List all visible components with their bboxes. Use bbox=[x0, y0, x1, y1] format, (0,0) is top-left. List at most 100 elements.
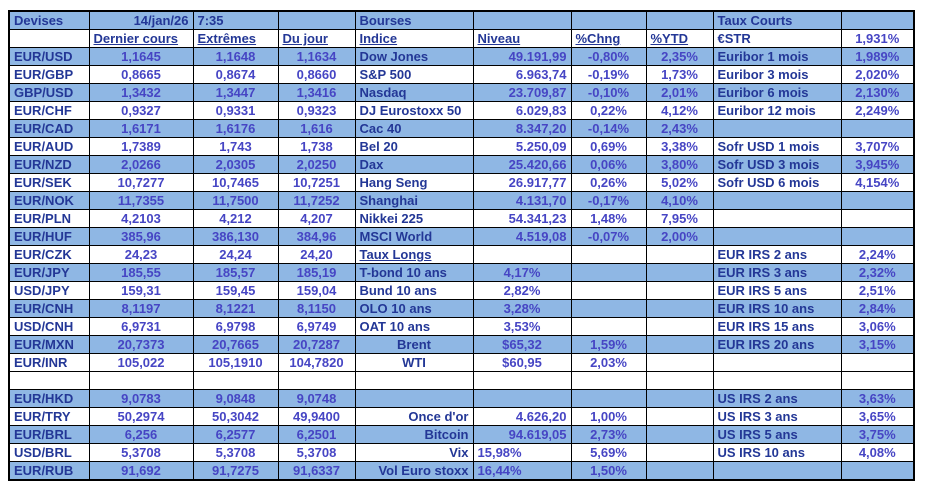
value-cell[interactable]: 11,7500 bbox=[192, 191, 279, 210]
cell-us-irs-10-ans[interactable]: US IRS 10 ans bbox=[712, 443, 842, 462]
cell-wti[interactable]: WTI bbox=[354, 353, 474, 372]
cell-eur-irs-20-ans[interactable]: EUR IRS 20 ans bbox=[712, 335, 842, 354]
value-cell[interactable]: 0,26% bbox=[570, 173, 647, 192]
value-cell[interactable]: 105,1910 bbox=[192, 353, 279, 372]
value-cell[interactable]: 3,15% bbox=[840, 335, 915, 354]
cell-dj-eurostoxx-50[interactable]: DJ Eurostoxx 50 bbox=[354, 101, 474, 120]
value-cell[interactable]: 159,45 bbox=[192, 281, 279, 300]
value-cell[interactable]: 1,6171 bbox=[88, 119, 194, 138]
cell-usd-brl[interactable]: USD/BRL bbox=[8, 443, 90, 462]
cell-extr-mes[interactable]: Extrêmes bbox=[192, 29, 279, 48]
cell-eur-nok[interactable]: EUR/NOK bbox=[8, 191, 90, 210]
cell-eur-chf[interactable]: EUR/CHF bbox=[8, 101, 90, 120]
cell-chng[interactable]: %Chng bbox=[570, 29, 647, 48]
value-cell[interactable]: 3,945% bbox=[840, 155, 915, 174]
value-cell[interactable]: 20,7287 bbox=[277, 335, 356, 354]
value-cell[interactable]: 11,7252 bbox=[277, 191, 356, 210]
value-cell[interactable]: 2,73% bbox=[570, 425, 647, 444]
value-cell[interactable]: 1,3447 bbox=[192, 83, 279, 102]
value-cell[interactable]: 4,12% bbox=[645, 101, 714, 120]
value-cell[interactable]: 8,1221 bbox=[192, 299, 279, 318]
cell-taux-courts[interactable]: Taux Courts bbox=[712, 10, 842, 30]
value-cell[interactable]: 1,6176 bbox=[192, 119, 279, 138]
value-cell[interactable]: 49,9400 bbox=[277, 407, 356, 426]
cell-vol-euro-stoxx[interactable]: Vol Euro stoxx bbox=[354, 461, 474, 481]
cell-eur-irs-2-ans[interactable]: EUR IRS 2 ans bbox=[712, 245, 842, 264]
value-cell[interactable]: 0,9331 bbox=[192, 101, 279, 120]
value-cell[interactable]: 6.963,74 bbox=[472, 65, 572, 84]
value-cell[interactable]: 15,98% bbox=[472, 443, 572, 462]
value-cell[interactable]: 5,3708 bbox=[88, 443, 194, 462]
value-cell[interactable]: 1,73% bbox=[645, 65, 714, 84]
value-cell[interactable]: 6,256 bbox=[88, 425, 194, 444]
value-cell[interactable]: 4,207 bbox=[277, 209, 356, 228]
value-cell[interactable]: 2,35% bbox=[645, 47, 714, 66]
cell-usd-cnh[interactable]: USD/CNH bbox=[8, 317, 90, 336]
cell-msci-world[interactable]: MSCI World bbox=[354, 227, 474, 246]
cell-str[interactable]: €STR bbox=[712, 29, 842, 48]
value-cell[interactable]: 6,9749 bbox=[277, 317, 356, 336]
cell-us-irs-5-ans[interactable]: US IRS 5 ans bbox=[712, 425, 842, 444]
value-cell[interactable]: 10,7277 bbox=[88, 173, 194, 192]
cell-du-jour[interactable]: Du jour bbox=[277, 29, 356, 48]
cell-cac-40[interactable]: Cac 40 bbox=[354, 119, 474, 138]
cell-eur-usd[interactable]: EUR/USD bbox=[8, 47, 90, 66]
value-cell[interactable]: 4,17% bbox=[472, 263, 572, 282]
value-cell[interactable]: 94.619,05 bbox=[472, 425, 572, 444]
value-cell[interactable]: 2,84% bbox=[840, 299, 915, 318]
value-cell[interactable]: 159,31 bbox=[88, 281, 194, 300]
value-cell[interactable]: 91,692 bbox=[88, 461, 194, 481]
value-cell[interactable]: 23.709,87 bbox=[472, 83, 572, 102]
value-cell[interactable]: 0,8660 bbox=[277, 65, 356, 84]
value-cell[interactable]: 2,249% bbox=[840, 101, 915, 120]
value-cell[interactable]: 24,20 bbox=[277, 245, 356, 264]
value-cell[interactable]: 1,931% bbox=[840, 29, 915, 48]
cell-eur-irs-5-ans[interactable]: EUR IRS 5 ans bbox=[712, 281, 842, 300]
value-cell[interactable]: 5,3708 bbox=[277, 443, 356, 462]
value-cell[interactable]: 1,989% bbox=[840, 47, 915, 66]
value-cell[interactable]: 0,8665 bbox=[88, 65, 194, 84]
value-cell[interactable]: -0,17% bbox=[570, 191, 647, 210]
cell-eur-aud[interactable]: EUR/AUD bbox=[8, 137, 90, 156]
value-cell[interactable]: 4,08% bbox=[840, 443, 915, 462]
cell-eur-rub[interactable]: EUR/RUB bbox=[8, 461, 90, 481]
value-cell[interactable]: 105,022 bbox=[88, 353, 194, 372]
value-cell[interactable]: 2,51% bbox=[840, 281, 915, 300]
value-cell[interactable]: 104,7820 bbox=[277, 353, 356, 372]
value-cell[interactable]: 9,0748 bbox=[277, 389, 356, 408]
cell-euribor-3-mois[interactable]: Euribor 3 mois bbox=[712, 65, 842, 84]
cell-bitcoin[interactable]: Bitcoin bbox=[354, 425, 474, 444]
cell-eur-huf[interactable]: EUR/HUF bbox=[8, 227, 90, 246]
value-cell[interactable]: 26.917,77 bbox=[472, 173, 572, 192]
cell-shanghai[interactable]: Shanghai bbox=[354, 191, 474, 210]
value-cell[interactable]: 25.420,66 bbox=[472, 155, 572, 174]
value-cell[interactable]: 1,743 bbox=[192, 137, 279, 156]
cell-eur-cnh[interactable]: EUR/CNH bbox=[8, 299, 90, 318]
cell-dax[interactable]: Dax bbox=[354, 155, 474, 174]
value-cell[interactable]: 10,7465 bbox=[192, 173, 279, 192]
cell-eur-cad[interactable]: EUR/CAD bbox=[8, 119, 90, 138]
cell-hang-seng[interactable]: Hang Seng bbox=[354, 173, 474, 192]
cell-14-jan-26[interactable]: 14/jan/26 bbox=[88, 10, 194, 30]
cell-oat-10-ans[interactable]: OAT 10 ans bbox=[354, 317, 474, 336]
value-cell[interactable]: 0,9323 bbox=[277, 101, 356, 120]
value-cell[interactable]: 6,2577 bbox=[192, 425, 279, 444]
value-cell[interactable]: 1,00% bbox=[570, 407, 647, 426]
value-cell[interactable]: 159,04 bbox=[277, 281, 356, 300]
value-cell[interactable]: $65,32 bbox=[472, 335, 572, 354]
value-cell[interactable]: 91,6337 bbox=[277, 461, 356, 481]
value-cell[interactable]: 1,48% bbox=[570, 209, 647, 228]
value-cell[interactable]: 3,80% bbox=[645, 155, 714, 174]
value-cell[interactable]: 8,1150 bbox=[277, 299, 356, 318]
value-cell[interactable]: 10,7251 bbox=[277, 173, 356, 192]
cell-eur-pln[interactable]: EUR/PLN bbox=[8, 209, 90, 228]
value-cell[interactable]: 2,43% bbox=[645, 119, 714, 138]
value-cell[interactable]: 0,22% bbox=[570, 101, 647, 120]
cell-brent[interactable]: Brent bbox=[354, 335, 474, 354]
cell-us-irs-3-ans[interactable]: US IRS 3 ans bbox=[712, 407, 842, 426]
value-cell[interactable]: 91,7275 bbox=[192, 461, 279, 481]
value-cell[interactable]: 3,65% bbox=[840, 407, 915, 426]
cell-nikkei-225[interactable]: Nikkei 225 bbox=[354, 209, 474, 228]
cell-olo-10-ans[interactable]: OLO 10 ans bbox=[354, 299, 474, 318]
value-cell[interactable]: 2,24% bbox=[840, 245, 915, 264]
